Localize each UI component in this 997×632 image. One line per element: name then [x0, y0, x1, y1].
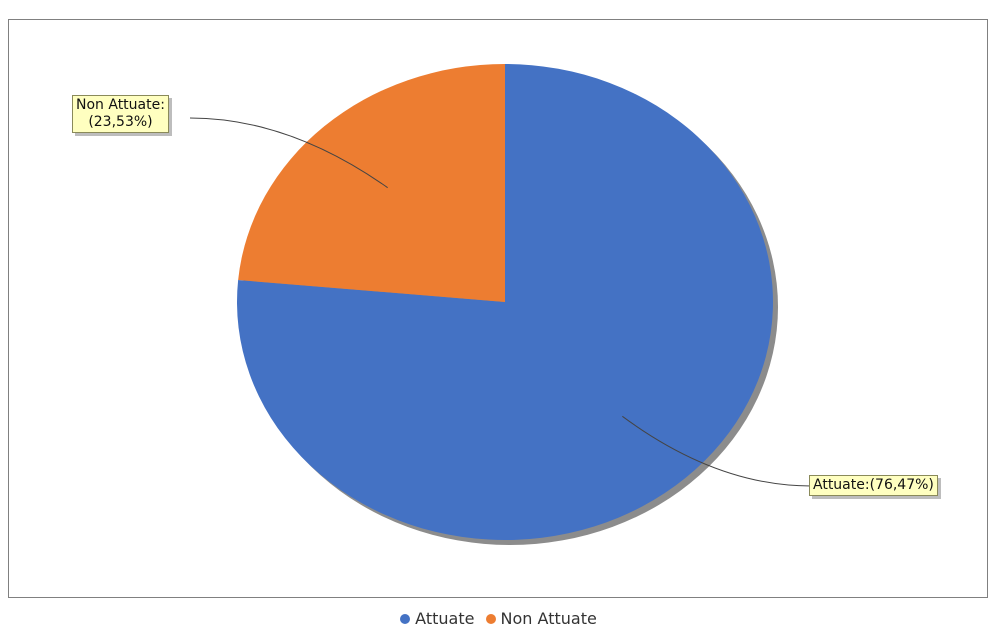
legend-swatch-non-attuate — [485, 613, 496, 624]
legend-label-non-attuate: Non Attuate — [500, 609, 597, 628]
legend: Attuate Non Attuate — [0, 609, 997, 628]
data-label-non-attuate: Non Attuate: (23,53%) — [72, 95, 169, 133]
leader-line-attuate — [622, 415, 812, 487]
legend-item-attuate[interactable]: Attuate — [400, 609, 474, 628]
legend-swatch-attuate — [400, 613, 411, 624]
pie-slice-attuate[interactable] — [237, 64, 774, 540]
data-label-non-attuate-line2: (23,53%) — [88, 114, 153, 130]
pie-slice-non-attuate[interactable] — [238, 64, 505, 302]
pie-chart — [189, 64, 812, 545]
legend-item-non-attuate[interactable]: Non Attuate — [485, 609, 597, 628]
leader-line-non-attuate — [189, 117, 388, 189]
data-label-attuate-text: Attuate:(76,47%) — [813, 477, 934, 493]
data-label-attuate: Attuate:(76,47%) — [809, 475, 938, 496]
legend-label-attuate: Attuate — [415, 609, 475, 628]
data-label-non-attuate-line1: Non Attuate: — [76, 97, 165, 113]
